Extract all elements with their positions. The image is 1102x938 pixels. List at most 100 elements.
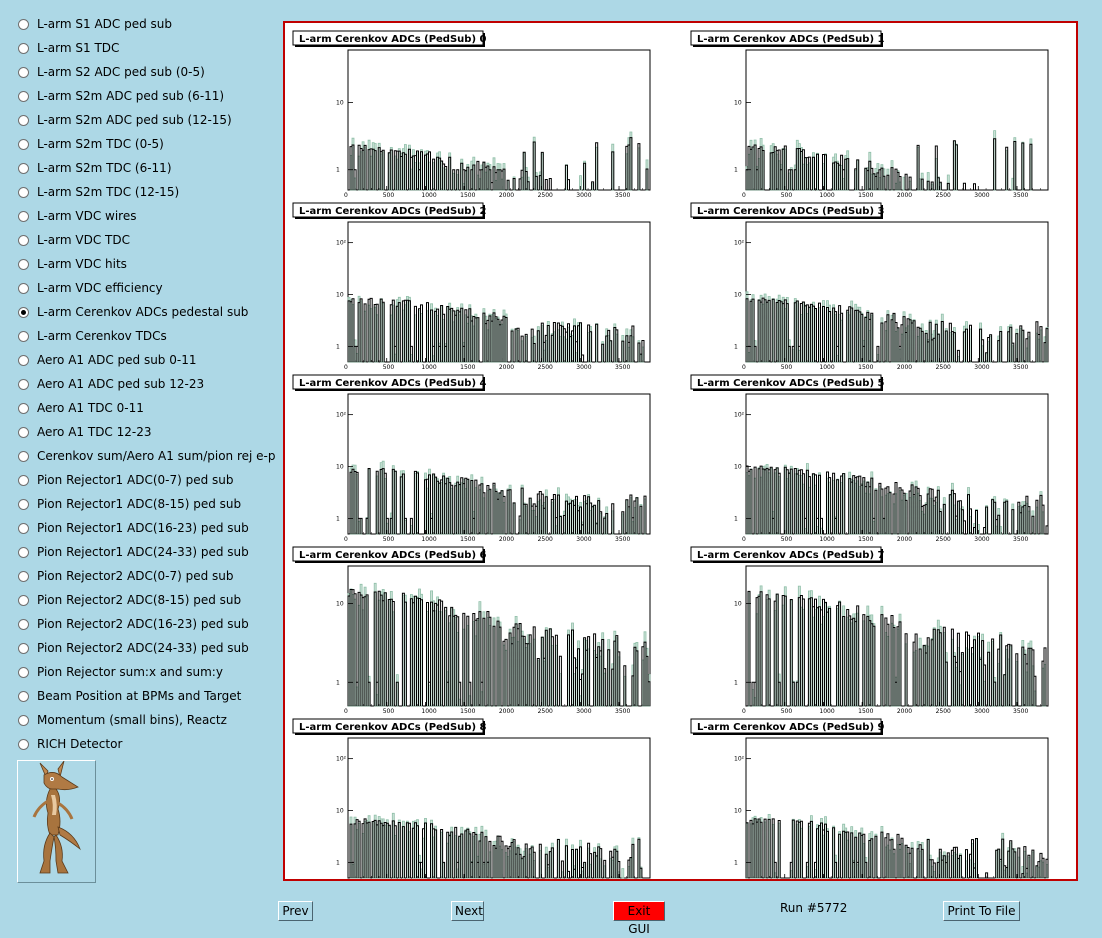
radio-button[interactable] (18, 451, 29, 462)
y-tick-label: 10² (336, 756, 347, 763)
radio-button[interactable] (18, 403, 29, 414)
radio-label: L-arm VDC wires (37, 209, 137, 223)
y-tick-label: 10 (336, 99, 344, 106)
print-to-file-button[interactable]: Print To File (943, 901, 1020, 921)
radio-button[interactable] (18, 691, 29, 702)
histogram-panel: L-arm Cerenkov ADCs (PedSub) 6 0 500 1000 15… (292, 546, 651, 715)
radio-option[interactable]: Momentum (small bins), Reactz (0, 708, 275, 732)
radio-button[interactable] (18, 667, 29, 678)
x-tick-label: 3500 (1013, 536, 1028, 543)
radio-option[interactable]: L-arm VDC efficiency (0, 276, 275, 300)
x-tick-label: 2500 (936, 708, 951, 715)
radio-button[interactable] (18, 355, 29, 366)
radio-option[interactable]: Aero A1 TDC 0-11 (0, 396, 275, 420)
x-tick-label: 0 (742, 192, 746, 199)
radio-label: L-arm S2m TDC (0-5) (37, 137, 164, 151)
radio-label: Momentum (small bins), Reactz (37, 713, 227, 727)
radio-label: L-arm S2m TDC (12-15) (37, 185, 180, 199)
radio-button[interactable] (18, 547, 29, 558)
radio-button[interactable] (18, 307, 29, 318)
radio-label: L-arm S2m TDC (6-11) (37, 161, 172, 175)
radio-label: L-arm Cerenkov TDCs (37, 329, 167, 343)
radio-option[interactable]: Aero A1 ADC ped sub 0-11 (0, 348, 275, 372)
histogram-series-line (347, 297, 645, 362)
next-button[interactable]: Next (451, 901, 484, 921)
radio-button[interactable] (18, 715, 29, 726)
x-tick-label: 3500 (1013, 192, 1028, 199)
x-tick-label: 2500 (538, 192, 553, 199)
radio-button[interactable] (18, 163, 29, 174)
radio-option[interactable]: Pion Rejector2 ADC(0-7) ped sub (0, 564, 275, 588)
radio-option[interactable]: Pion Rejector1 ADC(0-7) ped sub (0, 468, 275, 492)
y-tick-label: 1 (734, 679, 738, 686)
radio-option[interactable]: L-arm VDC wires (0, 204, 275, 228)
radio-button[interactable] (18, 739, 29, 750)
radio-option[interactable]: Pion Rejector1 ADC(24-33) ped sub (0, 540, 275, 564)
histogram-selector-list: L-arm S1 ADC ped sub L-arm S1 TDC L-arm S2… (0, 12, 276, 756)
y-tick-label: 1 (336, 167, 340, 174)
y-tick-label: 1 (336, 515, 340, 522)
radio-button[interactable] (18, 499, 29, 510)
radio-button[interactable] (18, 571, 29, 582)
radio-button[interactable] (18, 115, 29, 126)
radio-button[interactable] (18, 475, 29, 486)
radio-option[interactable]: Beam Position at BPMs and Target (0, 684, 275, 708)
radio-button[interactable] (18, 331, 29, 342)
x-tick-label: 0 (344, 364, 348, 371)
radio-option[interactable]: L-arm S2m TDC (12-15) (0, 180, 275, 204)
x-tick-label: 1500 (460, 364, 475, 371)
radio-label: Aero A1 ADC ped sub 12-23 (37, 377, 205, 391)
radio-option[interactable]: L-arm S2 ADC ped sub (0-5) (0, 60, 275, 84)
exit-gui-button[interactable]: Exit GUI (613, 901, 665, 936)
histogram-panel: L-arm Cerenkov ADCs (PedSub) 1 0 500 1000 15… (690, 30, 1049, 199)
radio-button[interactable] (18, 379, 29, 390)
x-tick-label: 2500 (936, 536, 951, 543)
radio-button[interactable] (18, 619, 29, 630)
x-tick-label: 0 (742, 708, 746, 715)
radio-option[interactable]: Pion Rejector sum:x and sum:y (0, 660, 275, 684)
radio-button[interactable] (18, 523, 29, 534)
radio-option[interactable]: L-arm Cerenkov TDCs (0, 324, 275, 348)
radio-option[interactable]: L-arm S2m ADC ped sub (12-15) (0, 108, 275, 132)
radio-option[interactable]: L-arm S2m ADC ped sub (6-11) (0, 84, 275, 108)
radio-option[interactable]: L-arm VDC hits (0, 252, 275, 276)
radio-label: L-arm VDC efficiency (37, 281, 163, 295)
radio-option[interactable]: Pion Rejector2 ADC(16-23) ped sub (0, 612, 275, 636)
radio-button[interactable] (18, 427, 29, 438)
radio-option[interactable]: Aero A1 TDC 12-23 (0, 420, 275, 444)
radio-option[interactable]: L-arm S2m TDC (6-11) (0, 156, 275, 180)
plot-title: L-arm Cerenkov ADCs (PedSub) 3 (697, 206, 884, 217)
radio-button[interactable] (18, 43, 29, 54)
radio-button[interactable] (18, 67, 29, 78)
radio-button[interactable] (18, 283, 29, 294)
radio-label: L-arm S2m ADC ped sub (12-15) (37, 113, 232, 127)
radio-button[interactable] (18, 91, 29, 102)
x-tick-label: 1500 (858, 536, 873, 543)
x-tick-label: 1500 (460, 708, 475, 715)
radio-option[interactable]: Pion Rejector1 ADC(8-15) ped sub (0, 492, 275, 516)
plot-title: L-arm Cerenkov ADCs (PedSub) 6 (299, 550, 486, 561)
radio-button[interactable] (18, 259, 29, 270)
radio-button[interactable] (18, 139, 29, 150)
radio-button[interactable] (18, 643, 29, 654)
radio-button[interactable] (18, 19, 29, 30)
radio-option[interactable]: L-arm VDC TDC (0, 228, 275, 252)
radio-option[interactable]: Pion Rejector1 ADC(16-23) ped sub (0, 516, 275, 540)
radio-option[interactable]: Pion Rejector2 ADC(24-33) ped sub (0, 636, 275, 660)
radio-option[interactable]: Aero A1 ADC ped sub 12-23 (0, 372, 275, 396)
x-tick-label: 1500 (460, 536, 475, 543)
x-tick-label: 2500 (936, 364, 951, 371)
radio-option[interactable]: Cerenkov sum/Aero A1 sum/pion rej e-p (0, 444, 276, 468)
radio-button[interactable] (18, 211, 29, 222)
radio-option[interactable]: L-arm S2m TDC (0-5) (0, 132, 275, 156)
radio-button[interactable] (18, 187, 29, 198)
prev-button[interactable]: Prev (278, 901, 313, 921)
radio-option[interactable]: L-arm S1 TDC (0, 36, 275, 60)
histogram-panel: L-arm Cerenkov ADCs (PedSub) 0 0 500 1000 15… (292, 30, 651, 199)
radio-option[interactable]: Pion Rejector2 ADC(8-15) ped sub (0, 588, 275, 612)
radio-button[interactable] (18, 235, 29, 246)
radio-option[interactable]: RICH Detector (0, 732, 275, 756)
radio-option[interactable]: L-arm Cerenkov ADCs pedestal sub (0, 300, 275, 324)
radio-option[interactable]: L-arm S1 ADC ped sub (0, 12, 275, 36)
radio-button[interactable] (18, 595, 29, 606)
